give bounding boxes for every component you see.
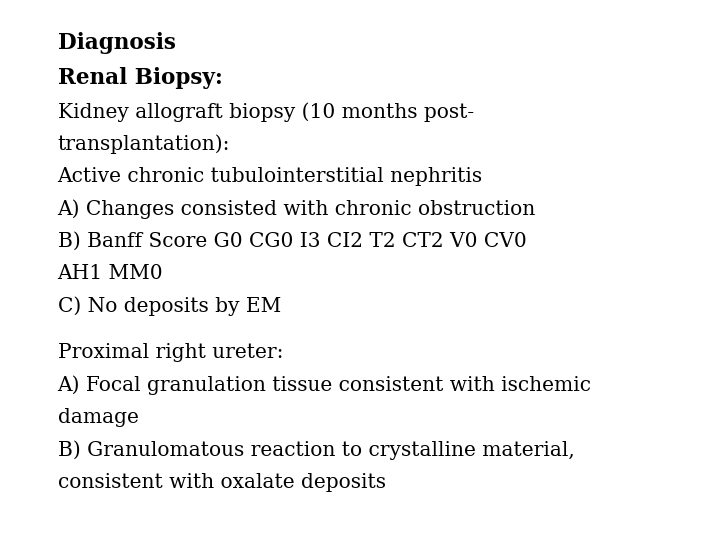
Text: Kidney allograft biopsy (10 months post-: Kidney allograft biopsy (10 months post- [58, 102, 474, 122]
Text: A) Changes consisted with chronic obstruction: A) Changes consisted with chronic obstru… [58, 199, 536, 219]
Text: transplantation):: transplantation): [58, 134, 230, 154]
Text: consistent with oxalate deposits: consistent with oxalate deposits [58, 472, 386, 492]
Text: B) Granulomatous reaction to crystalline material,: B) Granulomatous reaction to crystalline… [58, 440, 575, 460]
Text: AH1 MM0: AH1 MM0 [58, 264, 163, 284]
Text: damage: damage [58, 408, 138, 427]
Text: Renal Biopsy:: Renal Biopsy: [58, 67, 222, 89]
Text: B) Banff Score G0 CG0 I3 CI2 T2 CT2 V0 CV0: B) Banff Score G0 CG0 I3 CI2 T2 CT2 V0 C… [58, 232, 526, 251]
Text: Active chronic tubulointerstitial nephritis: Active chronic tubulointerstitial nephri… [58, 167, 482, 186]
Text: Proximal right ureter:: Proximal right ureter: [58, 343, 283, 362]
Text: A) Focal granulation tissue consistent with ischemic: A) Focal granulation tissue consistent w… [58, 375, 592, 395]
Text: Diagnosis: Diagnosis [58, 32, 176, 54]
Text: C) No deposits by EM: C) No deposits by EM [58, 296, 281, 316]
